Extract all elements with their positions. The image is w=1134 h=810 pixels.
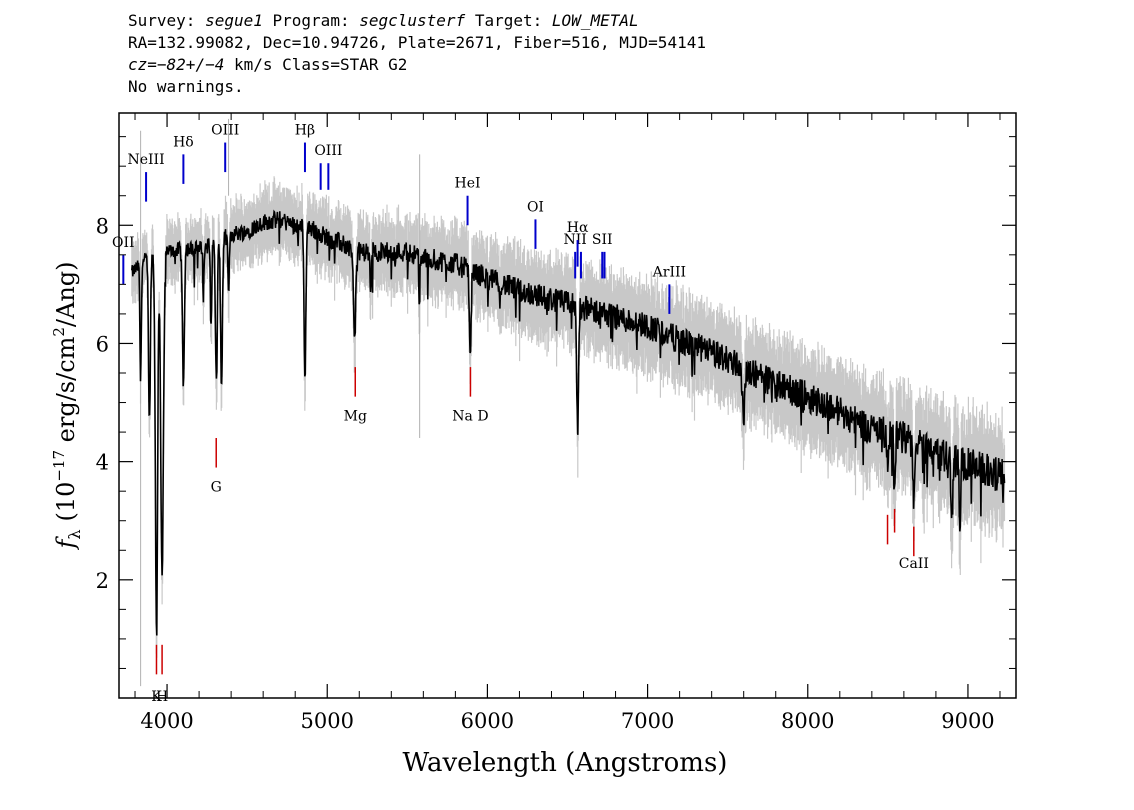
cz-value: −82+/−4: [156, 55, 225, 74]
x-tick-label: 6000: [461, 709, 514, 733]
target-label: Target:: [474, 11, 543, 30]
absorption-line-label: H: [156, 689, 168, 705]
survey-value: segue1: [205, 11, 263, 30]
absorption-line-label: CaII: [899, 556, 929, 572]
x-tick-label: 5000: [301, 709, 354, 733]
flux-spectrum: [131, 209, 1006, 636]
y-axis-label: fλ(10−17 erg/s/cm2/Ang): [50, 261, 84, 550]
absorption-line-label: G: [211, 479, 222, 495]
y-label-exponent-2: 2: [50, 327, 68, 337]
emission-line-label: OI: [527, 199, 544, 215]
emission-line-label: OIII: [211, 123, 239, 139]
emission-line-label: HeI: [455, 176, 481, 192]
y-label-subscript: λ: [65, 530, 84, 540]
y-label-mid: erg/s/cm: [52, 336, 80, 450]
emission-line-label: Hβ: [295, 123, 315, 139]
absorption-line-label: Mg: [344, 408, 367, 424]
program-value: segclusterf: [359, 11, 466, 30]
cz-unit: km/s: [233, 55, 273, 74]
x-tick-label: 4000: [140, 709, 193, 733]
header-line-warnings: No warnings.: [128, 77, 244, 96]
y-tick-label: 2: [96, 569, 109, 593]
plot-frame: [118, 112, 1017, 699]
y-label-pre: (10: [52, 482, 80, 522]
x-axis-label: Wavelength (Angstroms): [403, 748, 728, 778]
x-tick-label: 9000: [941, 709, 994, 733]
program-label: Program:: [272, 11, 350, 30]
cz-label: cz=: [128, 55, 157, 74]
spectrum-header: Survey: segue1 Program: segclusterf Targ…: [128, 10, 1028, 98]
emission-line-label: Hα: [567, 220, 589, 236]
emission-line-label: SII: [592, 232, 613, 248]
emission-line-label: ArIII: [652, 264, 686, 280]
y-tick-label: 8: [96, 214, 109, 238]
y-label-exponent: −17: [50, 450, 68, 482]
absorption-line-label: Na D: [452, 408, 488, 424]
target-value: LOW_METAL: [551, 11, 639, 30]
emission-line-label: NeIII: [127, 152, 164, 168]
survey-label: Survey:: [128, 11, 196, 30]
emission-line-label: OIII: [314, 143, 342, 159]
x-tick-label: 8000: [781, 709, 834, 733]
axes: 4000 5000 6000 7000 8000 9000 2 4 6 8: [96, 113, 1016, 733]
absorption-line-label: K: [151, 689, 162, 705]
class-text: Class=STAR G2: [282, 55, 408, 74]
y-tick-label: 6: [96, 332, 109, 356]
x-tick-label: 7000: [621, 709, 674, 733]
header-line-redshift: cz=−82+/−4 km/s Class=STAR G2: [128, 54, 1028, 76]
header-line-survey: Survey: segue1 Program: segclusterf Targ…: [128, 10, 1028, 32]
emission-line-label: OII: [112, 235, 135, 251]
emission-line-label: NII: [564, 232, 587, 248]
header-line-coords: RA=132.99082, Dec=10.94726, Plate=2671, …: [128, 33, 706, 52]
y-tick-label: 4: [96, 451, 109, 475]
y-label-post: /Ang): [52, 261, 80, 327]
emission-line-label: Hδ: [173, 134, 194, 150]
series-layer: [131, 118, 1006, 687]
